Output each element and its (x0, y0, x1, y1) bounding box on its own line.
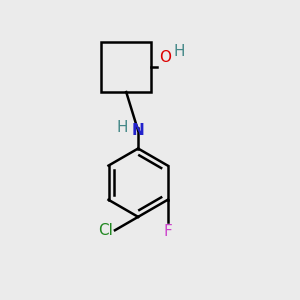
Text: H: H (116, 120, 128, 135)
Text: N: N (132, 123, 145, 138)
Text: F: F (163, 224, 172, 238)
Text: O: O (159, 50, 171, 65)
Text: H: H (174, 44, 185, 59)
Text: Cl: Cl (99, 223, 113, 238)
